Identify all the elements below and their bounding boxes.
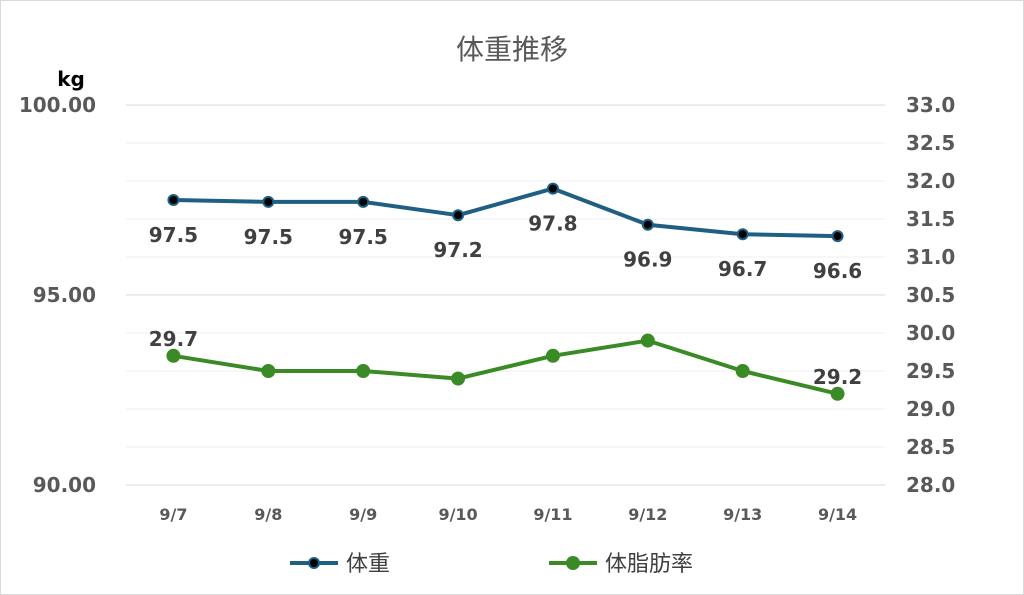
x-tick-label: 9/9 [349, 505, 377, 524]
data-label: 97.5 [244, 225, 293, 249]
data-point [736, 228, 749, 241]
right-y-tick-label: 32.0 [906, 169, 955, 193]
plot-area: 97.5 97.5 97.5 97.2 97.8 96.9 96.7 96.6 29.7 29.2 [149, 182, 862, 401]
left-y-tick-label: 90.00 [33, 473, 96, 497]
legend-marker [308, 557, 320, 569]
legend-marker [566, 556, 580, 570]
x-axis: 9/7 9/8 9/9 9/10 9/11 9/12 9/13 9/14 [159, 505, 857, 524]
data-label: 97.2 [433, 238, 482, 262]
data-point [831, 230, 844, 243]
x-tick-label: 9/13 [723, 505, 762, 524]
right-y-tick-label: 28.0 [906, 473, 955, 497]
right-y-axis: 33.0 32.5 32.0 31.5 31.0 30.5 30.0 29.5 29.0 28.5… [906, 93, 955, 497]
right-y-tick-label: 29.0 [906, 397, 955, 421]
data-point [545, 348, 560, 363]
left-y-axis: 100.00 95.00 90.00 [19, 93, 96, 497]
data-label: 29.7 [149, 327, 198, 351]
chart-title: 体重推移 [456, 33, 568, 66]
data-label: 29.2 [813, 365, 862, 389]
series-line-weight [171, 186, 840, 239]
x-tick-label: 9/7 [159, 505, 187, 524]
data-point [356, 364, 371, 378]
legend-label: 体脂肪率 [605, 552, 693, 577]
left-y-tick-label: 95.00 [33, 283, 96, 307]
series-line-body-fat [171, 338, 840, 396]
right-y-tick-label: 31.0 [906, 245, 955, 269]
y-axis-unit: kg [57, 67, 85, 91]
gridlines [126, 104, 885, 486]
data-point [451, 371, 466, 386]
x-tick-label: 9/12 [628, 505, 667, 524]
data-label: 97.5 [149, 223, 198, 247]
data-label: 96.7 [718, 257, 767, 281]
data-point [357, 195, 370, 208]
data-point [262, 195, 275, 208]
right-y-tick-label: 32.5 [906, 131, 955, 155]
data-label: 97.8 [528, 212, 577, 236]
right-y-tick-label: 29.5 [906, 359, 955, 383]
x-tick-label: 9/11 [533, 505, 572, 524]
data-point [452, 209, 465, 222]
legend: 体重 体脂肪率 [290, 552, 693, 577]
right-y-tick-label: 31.5 [906, 207, 955, 231]
data-point [546, 182, 559, 195]
right-y-tick-label: 33.0 [906, 93, 955, 117]
data-label: 96.9 [623, 248, 672, 272]
data-label: 97.5 [339, 225, 388, 249]
data-point [261, 364, 276, 378]
data-point [167, 194, 180, 206]
data-point [640, 333, 655, 348]
x-tick-label: 9/8 [254, 505, 282, 524]
right-y-tick-label: 28.5 [906, 435, 955, 459]
x-tick-label: 9/10 [438, 505, 477, 524]
x-tick-label: 9/14 [818, 505, 857, 524]
left-y-tick-label: 100.00 [19, 93, 96, 117]
right-y-tick-label: 30.5 [906, 283, 955, 307]
data-label: 96.6 [813, 259, 862, 283]
data-point [166, 348, 181, 363]
data-point [735, 364, 750, 378]
right-y-tick-label: 30.0 [906, 321, 955, 345]
data-point [641, 218, 654, 231]
data-point [830, 386, 845, 401]
legend-label: 体重 [346, 552, 390, 577]
